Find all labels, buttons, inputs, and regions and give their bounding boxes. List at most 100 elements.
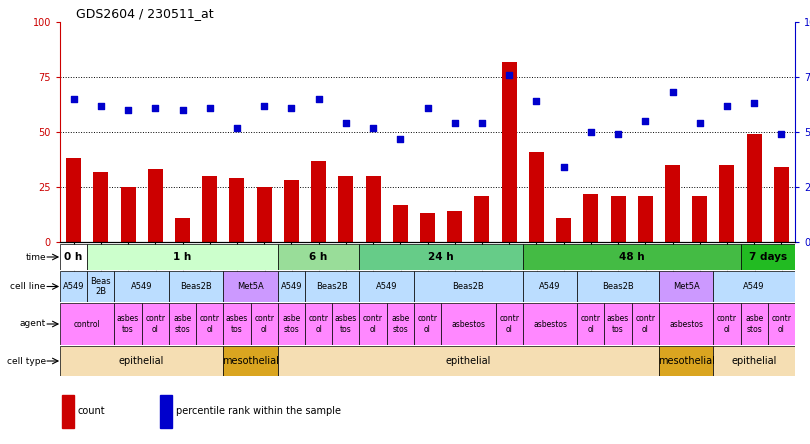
Text: 0 h: 0 h	[65, 252, 83, 262]
FancyBboxPatch shape	[522, 244, 740, 270]
FancyBboxPatch shape	[278, 244, 360, 270]
Point	[122, 107, 134, 114]
Bar	[747, 134, 761, 242]
FancyBboxPatch shape	[441, 303, 496, 345]
Point	[285, 104, 298, 111]
Text: contr
ol: contr ol	[499, 314, 519, 334]
FancyBboxPatch shape	[740, 303, 768, 345]
Bar	[93, 171, 109, 242]
Text: contr
ol: contr ol	[581, 314, 601, 334]
Point	[503, 71, 516, 78]
Bar	[393, 205, 407, 242]
Bar	[529, 152, 544, 242]
Text: contr
ol: contr ol	[254, 314, 274, 334]
Text: epithelial: epithelial	[731, 356, 777, 366]
Text: contr
ol: contr ol	[363, 314, 383, 334]
Point	[666, 89, 679, 96]
Text: count: count	[78, 406, 105, 416]
Text: control: control	[74, 320, 100, 329]
Text: 48 h: 48 h	[619, 252, 645, 262]
Text: mesothelial: mesothelial	[222, 356, 279, 366]
FancyBboxPatch shape	[196, 303, 224, 345]
Point	[557, 164, 570, 171]
FancyBboxPatch shape	[250, 303, 278, 345]
Text: GDS2604 / 230511_at: GDS2604 / 230511_at	[76, 7, 214, 20]
FancyBboxPatch shape	[659, 303, 714, 345]
Text: Beas2B: Beas2B	[317, 282, 348, 291]
Text: A549: A549	[539, 282, 561, 291]
FancyBboxPatch shape	[360, 244, 522, 270]
Bar	[257, 187, 271, 242]
Text: contr
ol: contr ol	[635, 314, 655, 334]
Point	[475, 119, 488, 127]
Point	[176, 107, 189, 114]
Text: epithelial: epithelial	[446, 356, 491, 366]
Bar	[693, 196, 707, 242]
Point	[584, 128, 597, 135]
Point	[231, 124, 244, 131]
Bar	[475, 196, 489, 242]
FancyBboxPatch shape	[60, 303, 114, 345]
FancyBboxPatch shape	[60, 244, 87, 270]
Text: contr
ol: contr ol	[145, 314, 165, 334]
FancyBboxPatch shape	[169, 303, 196, 345]
Point	[67, 95, 80, 103]
Text: Met5A: Met5A	[237, 282, 264, 291]
Text: contr
ol: contr ol	[717, 314, 737, 334]
FancyBboxPatch shape	[305, 303, 332, 345]
Text: Met5A: Met5A	[673, 282, 700, 291]
Bar	[611, 196, 625, 242]
Point	[203, 104, 216, 111]
Point	[367, 124, 380, 131]
Text: Beas2B: Beas2B	[181, 282, 212, 291]
FancyBboxPatch shape	[740, 244, 795, 270]
Text: A549: A549	[280, 282, 302, 291]
FancyBboxPatch shape	[414, 271, 522, 302]
FancyBboxPatch shape	[224, 271, 278, 302]
Text: asbes
tos: asbes tos	[607, 314, 629, 334]
Text: asbe
stos: asbe stos	[282, 314, 301, 334]
FancyBboxPatch shape	[60, 346, 224, 376]
Text: Beas2B: Beas2B	[602, 282, 634, 291]
FancyBboxPatch shape	[224, 346, 278, 376]
FancyBboxPatch shape	[114, 271, 169, 302]
Text: asbes
tos: asbes tos	[226, 314, 248, 334]
Point	[612, 131, 625, 138]
Bar	[121, 187, 135, 242]
Text: percentile rank within the sample: percentile rank within the sample	[176, 406, 341, 416]
Point	[339, 119, 352, 127]
Bar	[311, 161, 326, 242]
Point	[639, 118, 652, 125]
Text: asbestos: asbestos	[451, 320, 485, 329]
Bar	[284, 180, 299, 242]
Bar	[229, 178, 245, 242]
Point	[775, 131, 788, 138]
Bar	[175, 218, 190, 242]
Bar	[665, 165, 680, 242]
FancyBboxPatch shape	[522, 303, 578, 345]
Text: asbestos: asbestos	[533, 320, 567, 329]
FancyBboxPatch shape	[278, 346, 659, 376]
FancyBboxPatch shape	[114, 303, 142, 345]
Text: mesothelial: mesothelial	[658, 356, 714, 366]
Text: 6 h: 6 h	[309, 252, 328, 262]
FancyBboxPatch shape	[87, 244, 278, 270]
Point	[94, 102, 107, 109]
Bar	[556, 218, 571, 242]
Bar	[501, 62, 517, 242]
FancyBboxPatch shape	[360, 271, 414, 302]
Point	[748, 100, 761, 107]
FancyBboxPatch shape	[87, 271, 114, 302]
Text: cell type: cell type	[6, 357, 46, 365]
Text: time: time	[25, 253, 46, 262]
Bar	[583, 194, 599, 242]
Text: asbes
tos: asbes tos	[335, 314, 357, 334]
FancyBboxPatch shape	[386, 303, 414, 345]
Bar	[66, 159, 81, 242]
Bar	[62, 395, 74, 428]
FancyBboxPatch shape	[714, 346, 795, 376]
Bar	[637, 196, 653, 242]
FancyBboxPatch shape	[659, 346, 714, 376]
Bar	[202, 176, 217, 242]
FancyBboxPatch shape	[578, 303, 604, 345]
